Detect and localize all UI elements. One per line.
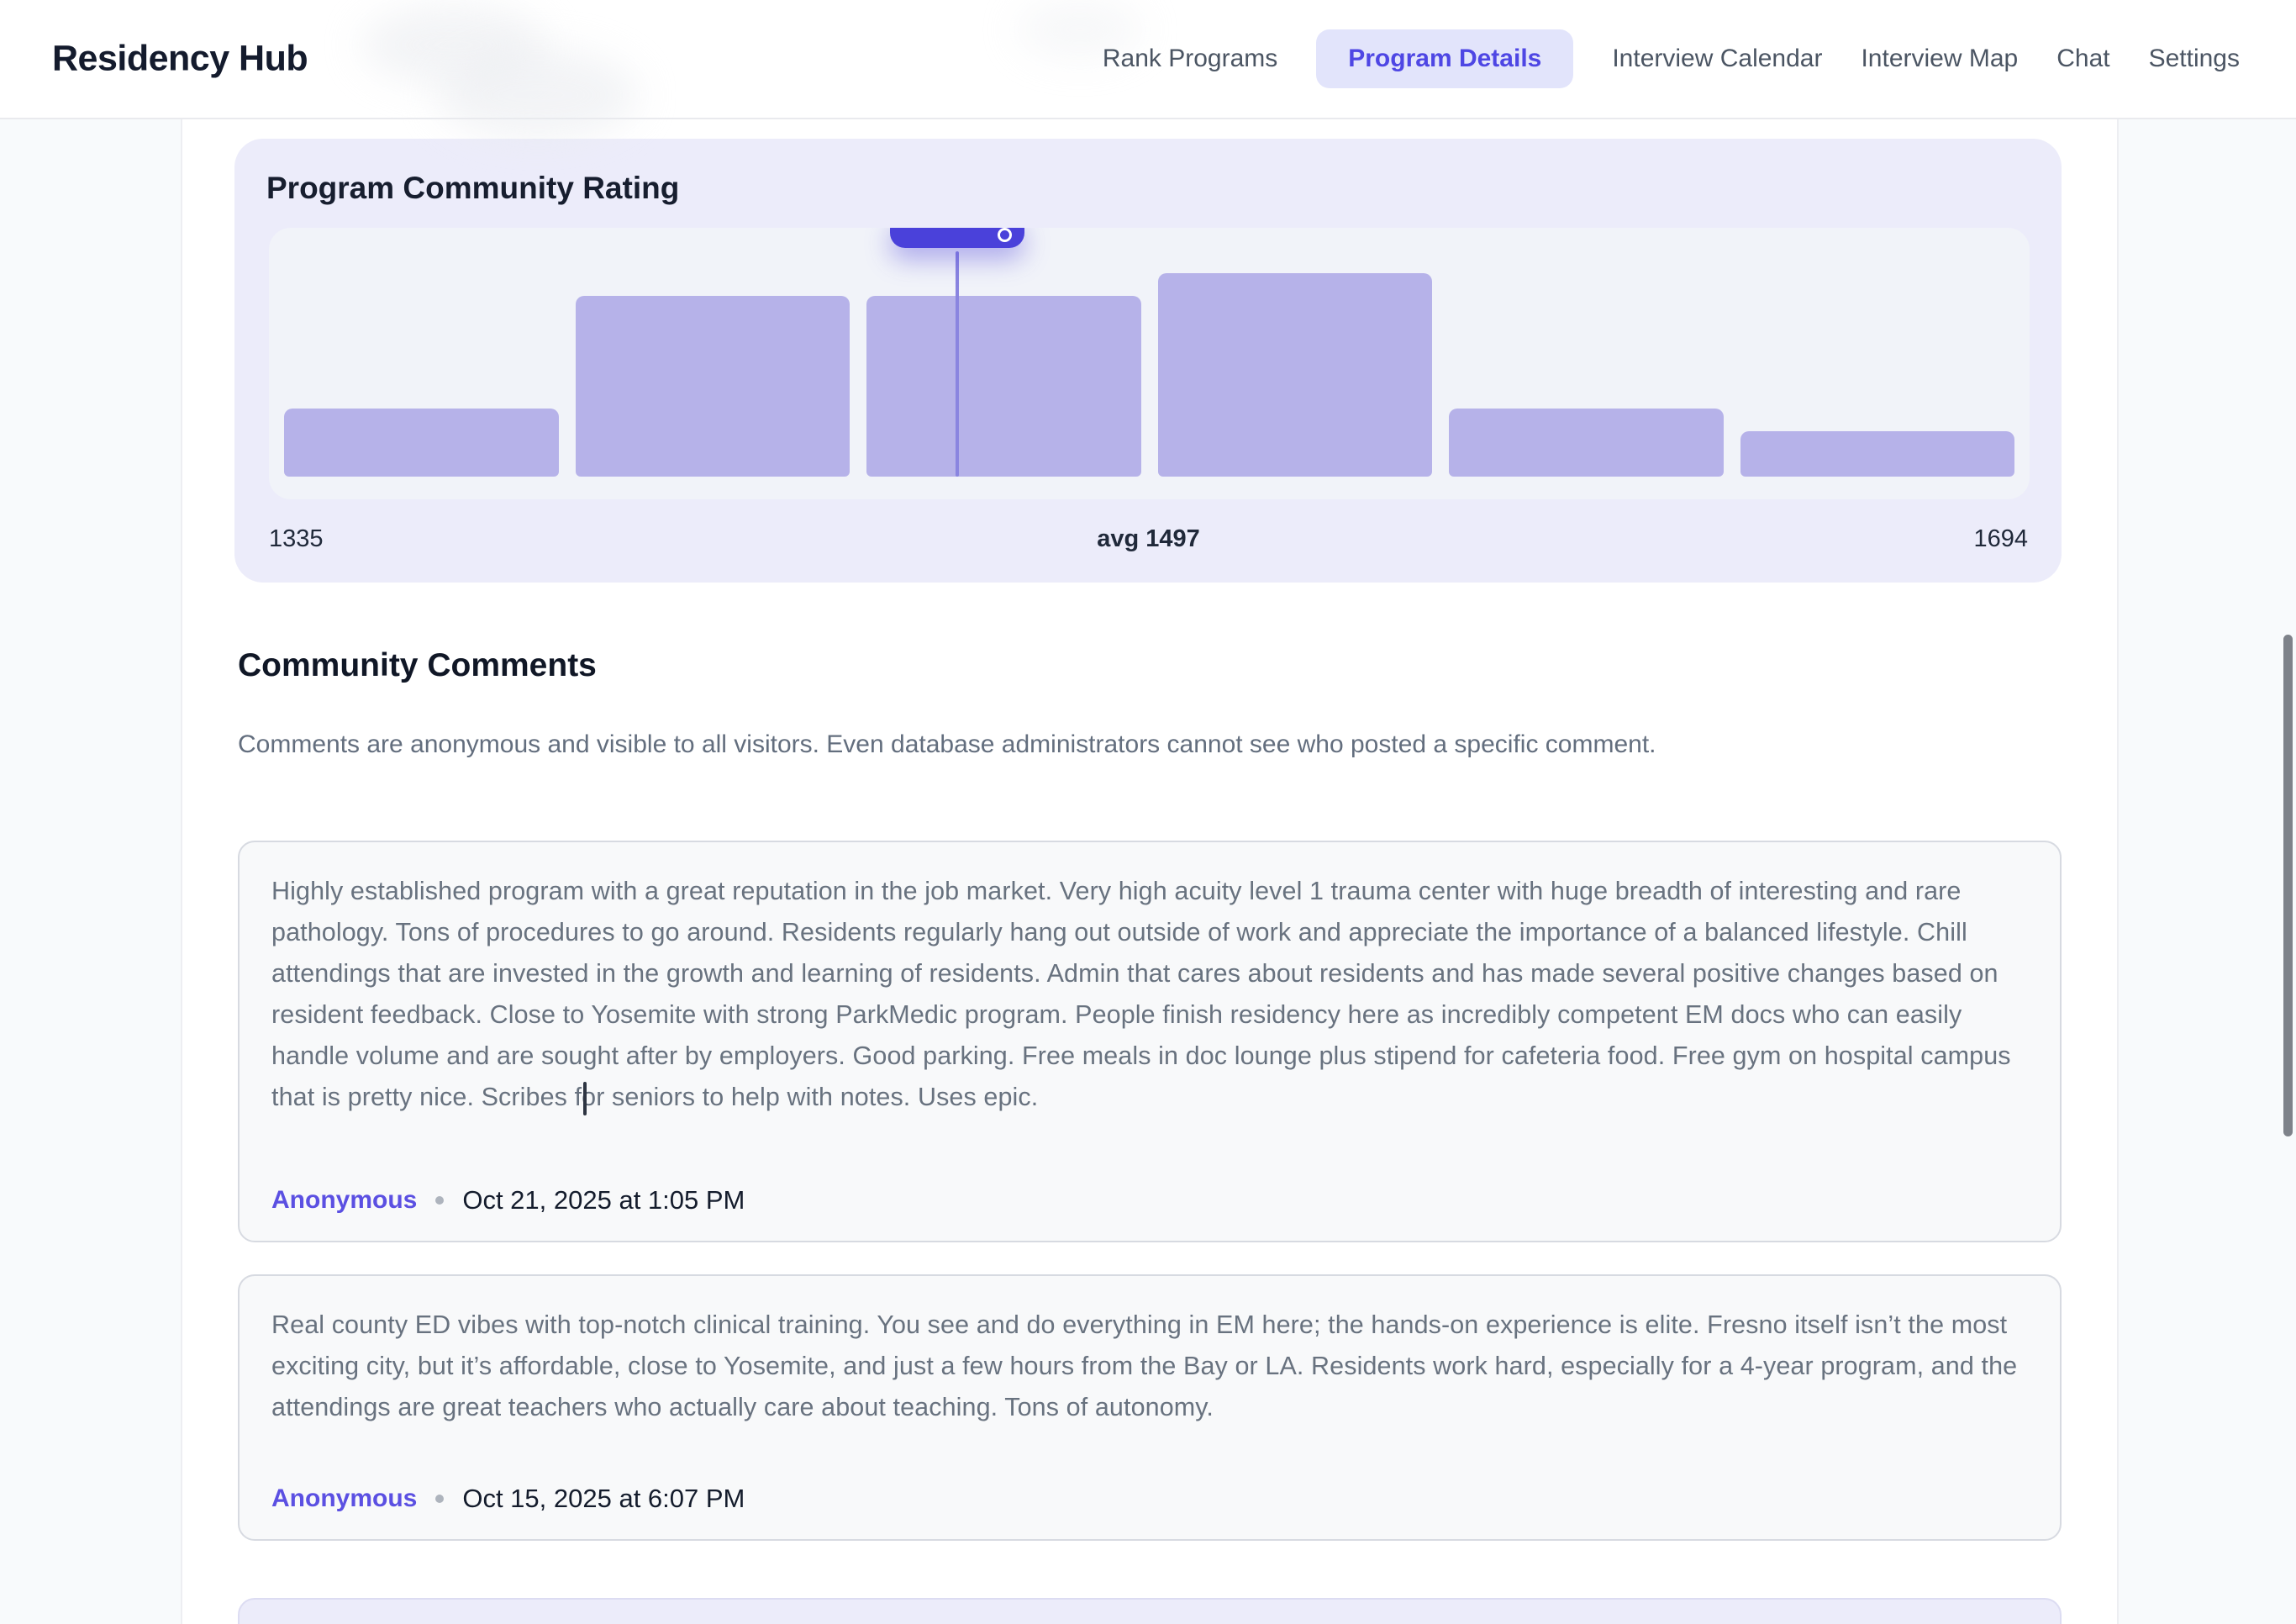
comment-author-link[interactable]: Anonymous xyxy=(271,1186,418,1214)
histogram-bar[interactable] xyxy=(1157,273,1432,477)
comment-card: Highly established program with a great … xyxy=(238,841,2062,1242)
nav-chat[interactable]: Chat xyxy=(2056,45,2110,72)
histogram-axis-labels: 1335 avg 1497 1694 xyxy=(269,525,2028,559)
comments-section-heading: Community Comments xyxy=(238,647,597,683)
main-nav: Rank Programs Program Details Interview … xyxy=(1103,0,2240,118)
text-cursor xyxy=(583,1082,587,1115)
comment-meta: Anonymous Oct 15, 2025 at 6:07 PM xyxy=(271,1484,745,1514)
top-navigation-bar: Residency Hub Rank Programs Program Deta… xyxy=(0,0,2296,141)
nav-interview-map[interactable]: Interview Map xyxy=(1861,45,2019,72)
meta-dot-icon xyxy=(435,1495,445,1503)
comment-card-partial xyxy=(238,1598,2062,1624)
program-community-rating-card: Program Community Rating 1335 avg 1497 1… xyxy=(234,139,2062,583)
histogram-bar[interactable] xyxy=(1449,409,1724,477)
average-reference-line xyxy=(956,251,960,477)
histogram-bar[interactable] xyxy=(1740,431,2014,477)
histogram-bar[interactable] xyxy=(575,296,850,477)
tooltip-clipped-text-glyph xyxy=(998,228,1013,242)
comment-card: Real county ED vibes with top-notch clin… xyxy=(238,1274,2062,1541)
nav-program-details[interactable]: Program Details xyxy=(1316,29,1574,88)
rating-histogram[interactable] xyxy=(269,228,2030,499)
rating-card-title: Program Community Rating xyxy=(266,171,680,205)
histogram-bar[interactable] xyxy=(866,296,1141,477)
average-tooltip xyxy=(890,228,1025,248)
nav-settings[interactable]: Settings xyxy=(2148,45,2240,72)
comment-timestamp: Oct 21, 2025 at 1:05 PM xyxy=(462,1185,745,1215)
meta-dot-icon xyxy=(435,1196,445,1205)
nav-rank-programs[interactable]: Rank Programs xyxy=(1102,45,1278,72)
histogram-bar[interactable] xyxy=(284,409,559,477)
axis-average-label: avg 1497 xyxy=(1097,525,1200,552)
histogram-bars xyxy=(284,273,2014,477)
scrollbar-thumb[interactable] xyxy=(2283,635,2293,1136)
blurred-artifact xyxy=(437,49,639,141)
comment-text: Real county ED vibes with top-notch clin… xyxy=(271,1310,2018,1421)
app-logo[interactable]: Residency Hub xyxy=(52,38,308,79)
axis-min-label: 1335 xyxy=(269,525,324,552)
comment-text: Highly established program with a great … xyxy=(271,877,2011,1111)
comment-timestamp: Oct 15, 2025 at 6:07 PM xyxy=(462,1484,745,1513)
axis-max-label: 1694 xyxy=(1973,525,2028,552)
comment-author-link[interactable]: Anonymous xyxy=(271,1484,418,1512)
nav-interview-calendar[interactable]: Interview Calendar xyxy=(1612,45,1823,72)
comment-meta: Anonymous Oct 21, 2025 at 1:05 PM xyxy=(271,1185,745,1215)
comments-privacy-note: Comments are anonymous and visible to al… xyxy=(238,730,1656,758)
blurred-artifact xyxy=(1017,0,1143,59)
